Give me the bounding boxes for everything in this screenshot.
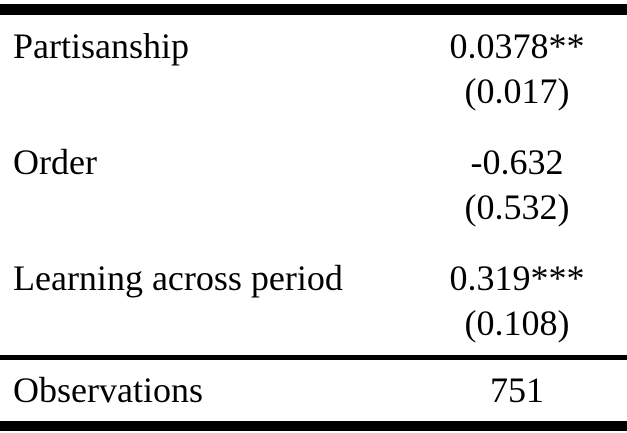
standard-error: (0.532) [464,187,570,227]
variable-values: -0.632 (0.532) [407,140,627,230]
table-bottom-rule [0,421,627,431]
table-row: Learning across period 0.319*** (0.108) [0,256,627,346]
observations-value: 751 [490,370,544,410]
variable-values: 0.319*** (0.108) [407,256,627,346]
coefficient-value: -0.632 [407,140,627,185]
standard-error: (0.017) [464,71,570,111]
significance-stars: *** [530,258,585,298]
table-row: Order -0.632 (0.532) [0,140,627,230]
variable-label: Partisanship [13,26,189,66]
variable-values: 0.0378** (0.017) [407,24,627,114]
observations-row: Observations 751 [0,360,627,413]
variable-label: Learning across period [13,258,343,298]
table-top-rule [0,4,627,15]
table-row: Partisanship 0.0378** (0.017) [0,24,627,114]
standard-error: (0.108) [464,303,570,343]
coefficient-number: -0.632 [470,142,564,182]
coefficient-number: 0.319 [449,258,531,298]
coefficient-number: 0.0378 [449,26,549,66]
coefficient-value: 0.319*** [407,256,627,301]
variable-label: Order [13,142,97,182]
table-mid-rule [0,355,627,360]
table-body: Partisanship 0.0378** (0.017) Order -0.6… [0,15,627,346]
coefficient-value: 0.0378** [407,24,627,69]
significance-stars: ** [548,26,585,66]
observations-label: Observations [13,370,203,410]
